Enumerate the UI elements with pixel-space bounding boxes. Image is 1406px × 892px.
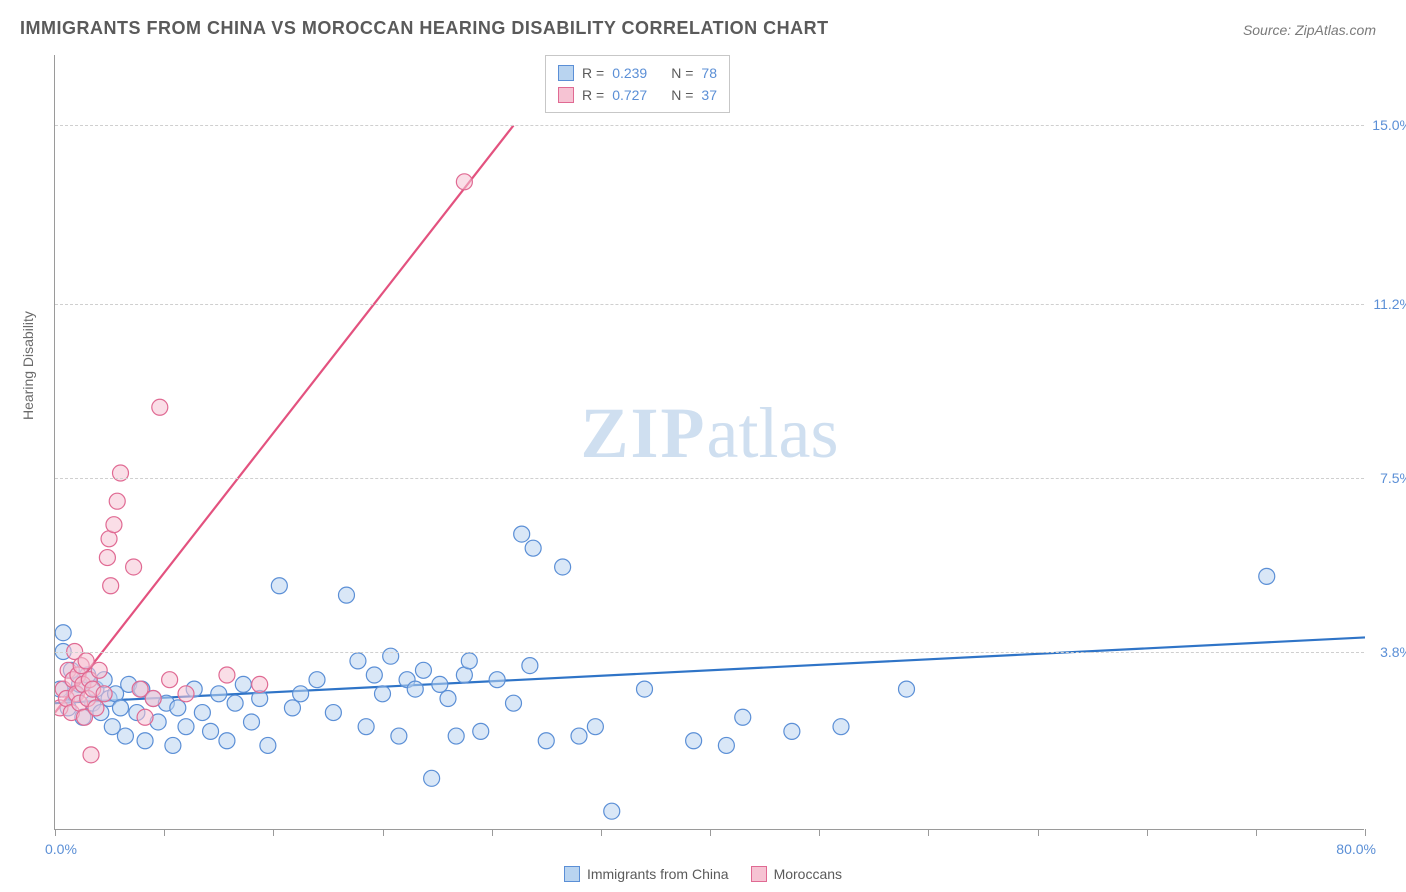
x-tick — [928, 829, 929, 836]
chart-plot-area: ZIPatlas R = 0.239 N = 78 R = 0.727 N = … — [54, 55, 1364, 830]
x-axis-min-label: 0.0% — [45, 841, 77, 857]
x-tick — [1256, 829, 1257, 836]
legend-swatch-moroccans — [558, 87, 574, 103]
x-tick — [1147, 829, 1148, 836]
legend-item-moroccans: Moroccans — [751, 866, 842, 882]
x-tick — [1365, 829, 1366, 836]
legend-swatch-icon — [751, 866, 767, 882]
scatter-svg — [55, 55, 1365, 830]
legend-item-china: Immigrants from China — [564, 866, 729, 882]
legend-swatch-icon — [564, 866, 580, 882]
gridline — [55, 478, 1364, 479]
chart-title: IMMIGRANTS FROM CHINA VS MOROCCAN HEARIN… — [20, 18, 829, 39]
x-tick — [819, 829, 820, 836]
x-tick — [273, 829, 274, 836]
gridline — [55, 652, 1364, 653]
gridline — [55, 125, 1364, 126]
x-tick — [164, 829, 165, 836]
legend-row-china: R = 0.239 N = 78 — [558, 62, 717, 84]
y-axis-title: Hearing Disability — [20, 311, 36, 420]
correlation-legend: R = 0.239 N = 78 R = 0.727 N = 37 — [545, 55, 730, 113]
source-attribution: Source: ZipAtlas.com — [1243, 22, 1376, 38]
x-tick — [383, 829, 384, 836]
series-legend: Immigrants from China Moroccans — [0, 866, 1406, 882]
x-axis-max-label: 80.0% — [1336, 841, 1376, 857]
gridline — [55, 304, 1364, 305]
y-tick-label: 3.8% — [1380, 644, 1406, 660]
legend-row-moroccans: R = 0.727 N = 37 — [558, 84, 717, 106]
x-tick — [601, 829, 602, 836]
x-tick — [1038, 829, 1039, 836]
x-tick — [492, 829, 493, 836]
y-tick-label: 15.0% — [1372, 117, 1406, 133]
y-tick-label: 7.5% — [1380, 470, 1406, 486]
y-tick-label: 11.2% — [1373, 296, 1406, 312]
x-tick — [55, 829, 56, 836]
legend-swatch-china — [558, 65, 574, 81]
x-tick — [710, 829, 711, 836]
